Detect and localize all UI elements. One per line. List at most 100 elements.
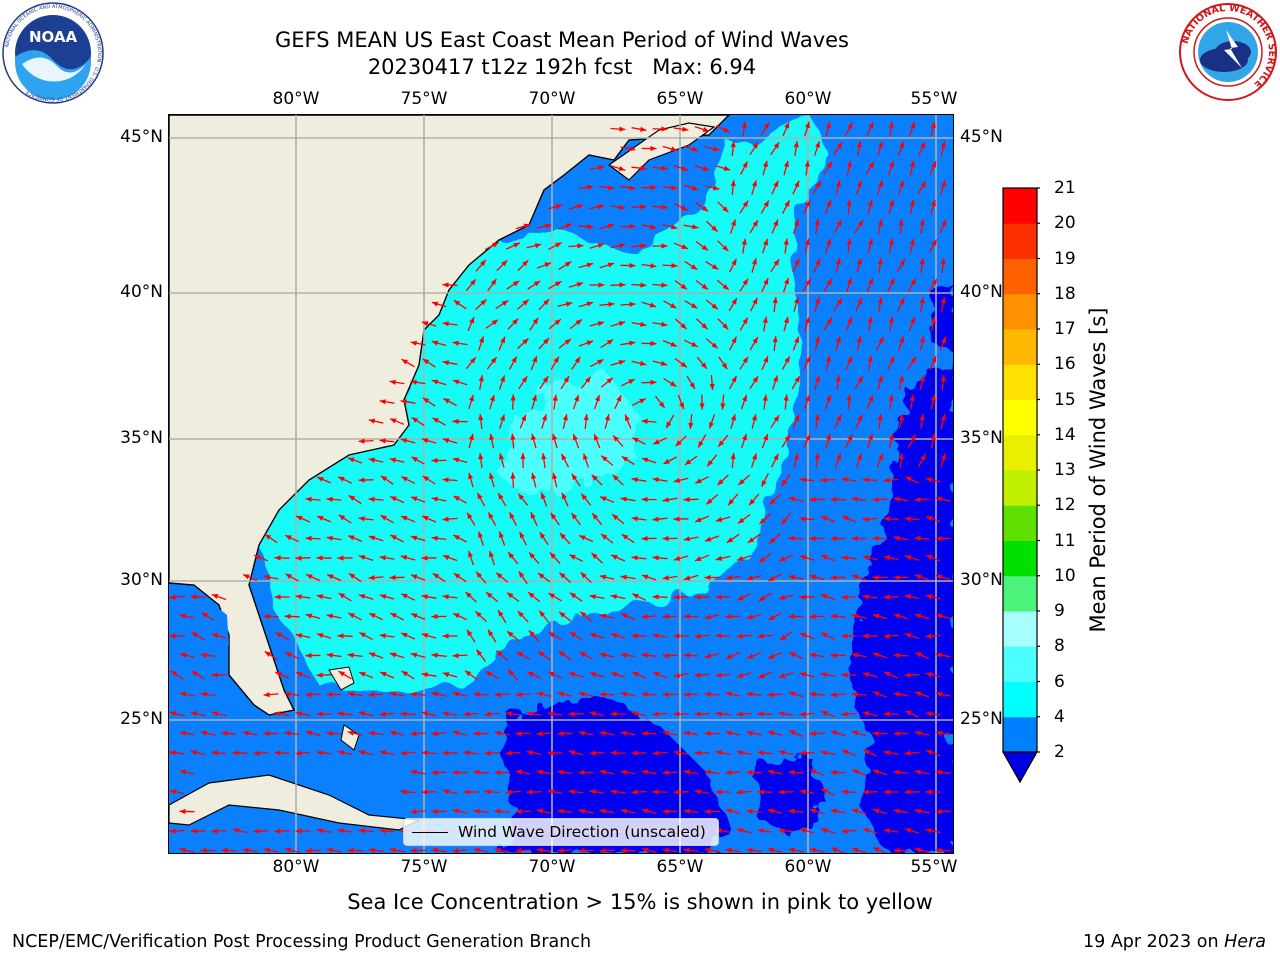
wave-arrow-head [815, 181, 822, 188]
wave-arrow-head [296, 672, 303, 677]
wave-arrow-head [489, 394, 495, 402]
wave-arrow-head [275, 632, 282, 638]
wave-arrow-head [805, 121, 810, 129]
wave-arrow-head [737, 595, 744, 601]
wave-arrow-head [305, 496, 312, 502]
wave-arrow-head [629, 340, 636, 346]
wave-arrow-head [389, 574, 396, 581]
wave-arrow-head [295, 594, 302, 600]
wave-arrow-head [930, 121, 936, 129]
wave-arrow-head [683, 652, 690, 658]
wave-arrow-head [799, 789, 806, 795]
wave-arrow-head [179, 652, 187, 658]
wave-arrow-head [620, 847, 627, 853]
wave-arrow-head [401, 593, 408, 599]
wave-arrow-head [673, 672, 681, 678]
wave-arrow-head [431, 731, 438, 737]
wave-arrow-head [494, 769, 501, 776]
wave-arrow-head [889, 356, 895, 363]
wave-arrow-head [661, 282, 668, 288]
wave-arrow-head [452, 769, 459, 776]
wave-arrow-head [284, 613, 291, 619]
wave-arrow-head [909, 199, 915, 206]
colorbar-tick-label: 13 [1054, 460, 1076, 480]
colorbar-tick-label: 20 [1054, 213, 1076, 234]
colorbar-tick-label: 4 [1054, 706, 1065, 727]
wave-arrow-head [517, 611, 524, 618]
wave-arrow-head [662, 497, 669, 503]
wave-arrow-head [909, 160, 915, 168]
wave-arrow-head [683, 691, 690, 698]
wave-arrow-head [641, 496, 648, 503]
wave-arrow-head [935, 496, 943, 502]
wave-arrow-head [565, 301, 573, 307]
wave-arrow-head [821, 632, 828, 638]
wave-arrow-head [641, 847, 649, 853]
wave-arrow-head [442, 360, 449, 366]
wave-arrow-head [683, 613, 690, 620]
wave-arrow-head [847, 317, 852, 324]
wave-arrow-head [548, 593, 555, 599]
wave-arrow-head [878, 336, 884, 344]
wave-arrow-head [673, 516, 680, 522]
wave-arrow-head [389, 457, 397, 463]
wave-arrow-head [452, 457, 460, 463]
wave-arrow-head [389, 652, 397, 658]
wave-arrow-head [337, 633, 344, 639]
wave-arrow-head [736, 828, 744, 834]
wave-arrow-head [589, 594, 596, 600]
wave-arrow-head [695, 517, 702, 522]
wave-arrow-head [767, 769, 774, 775]
wave-arrow-head [526, 750, 533, 756]
wave-arrow-head [347, 730, 355, 736]
wave-arrow-head [815, 297, 820, 304]
wave-arrow-head [893, 613, 901, 619]
wave-arrow-head [557, 730, 564, 737]
wave-arrow-head [599, 691, 606, 697]
wave-arrow-head [532, 317, 539, 325]
wave-arrow-head [899, 180, 904, 187]
wave-arrow-head [752, 220, 758, 227]
wave-arrow-head [941, 180, 946, 187]
wave-arrow-head [621, 613, 628, 619]
wave-arrow-head [847, 277, 852, 285]
wave-arrow-head [680, 361, 687, 368]
wave-arrow-head [337, 828, 344, 834]
wave-arrow-head [536, 769, 543, 775]
wave-arrow-head [814, 219, 820, 226]
footer-producer: NCEP/EMC/Verification Post Processing Pr… [12, 932, 592, 952]
wave-arrow-head [520, 453, 526, 460]
wave-arrow-head [722, 284, 729, 290]
wave-arrow-head [431, 457, 438, 464]
wave-arrow-head [653, 672, 660, 677]
wave-arrow-head [600, 496, 607, 502]
wave-arrow-head [926, 750, 933, 755]
wave-arrow-head [893, 691, 900, 697]
wave-arrow-head [919, 258, 925, 265]
wave-arrow-head [661, 243, 668, 249]
wave-arrow-head [809, 847, 817, 853]
wave-arrow-head [842, 750, 849, 755]
wave-arrow-head [401, 476, 408, 482]
wave-arrow-head [851, 652, 858, 658]
wave-arrow-head [867, 355, 873, 362]
wave-arrow-head [767, 692, 774, 698]
wave-arrow-head [925, 828, 932, 834]
wave-arrow-head [650, 379, 657, 385]
wave-arrow-head [722, 206, 729, 213]
wave-arrow-head [681, 166, 689, 171]
lon-label-top: 75°W [400, 89, 448, 109]
wave-arrow-head [496, 572, 503, 579]
wave-arrow-head [348, 535, 355, 541]
wave-arrow-head [569, 554, 576, 560]
wave-arrow-head [564, 338, 571, 345]
wave-arrow-head [675, 440, 682, 447]
wave-arrow-head [680, 283, 688, 290]
wave-arrow-head [809, 496, 816, 503]
wave-arrow-head [789, 730, 796, 736]
wave-arrow-head [200, 652, 207, 658]
wave-arrow-head [905, 710, 912, 716]
wave-arrow-head [263, 613, 270, 620]
wave-arrow-head [835, 375, 841, 382]
wave-arrow-head [431, 808, 438, 815]
